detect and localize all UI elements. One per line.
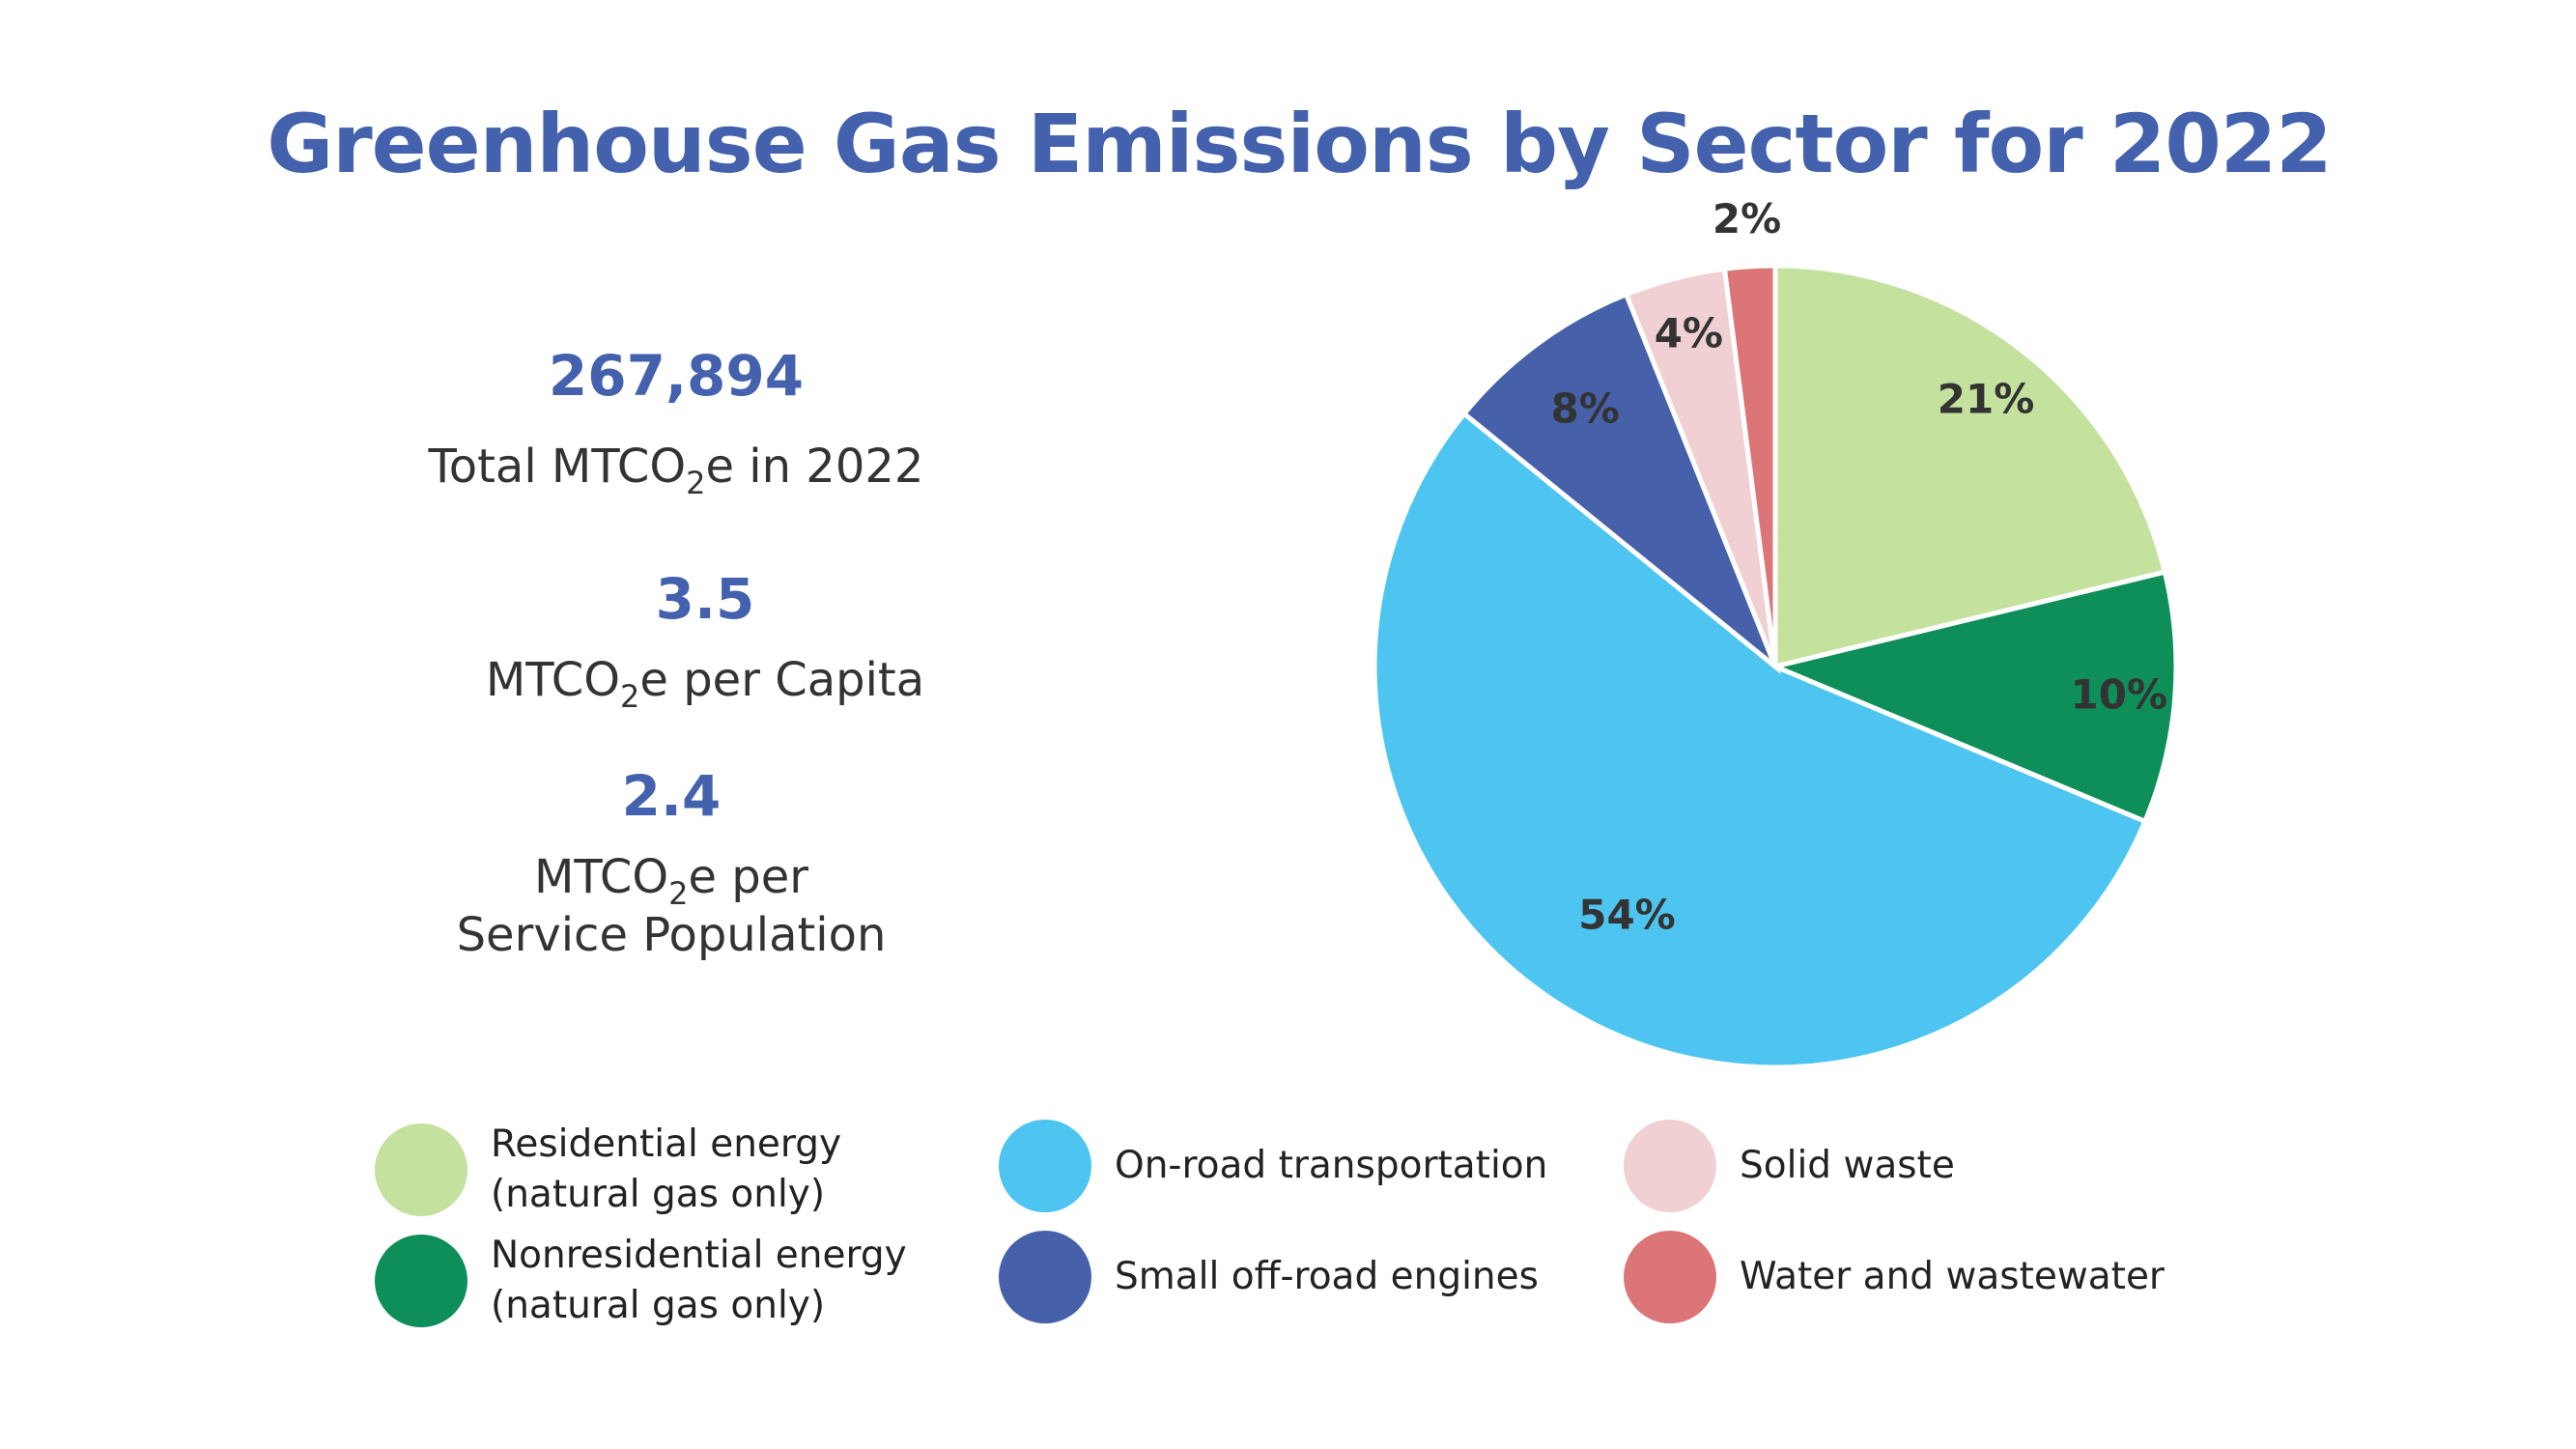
legend-swatch — [999, 1120, 1091, 1212]
stat-per-capita: 3.5 MTCO2e per Capita — [319, 566, 1091, 715]
legend-swatch — [375, 1235, 467, 1327]
data-label: 10% — [2071, 670, 2168, 718]
data-label: 21% — [1938, 376, 2035, 423]
stat-value: 2.4 — [621, 763, 722, 829]
data-label: 2% — [1713, 195, 1781, 242]
legend-item: Solid waste — [1624, 1120, 1955, 1212]
data-label: 4% — [1655, 310, 1723, 357]
legend-item: Nonresidential energy (natural gas only) — [375, 1231, 907, 1331]
stat-per-service-population: 2.4 MTCO2e per Service Population — [285, 763, 1058, 964]
pie-slice — [1460, 291, 1781, 675]
stat-desc: MTCO2e per Service Population — [456, 850, 887, 962]
legend-label: Residential energy (natural gas only) — [491, 1122, 842, 1216]
legend-swatch — [999, 1231, 1091, 1323]
legend-item: Water and wastewater — [1624, 1231, 2165, 1323]
legend-label: Nonresidential energy (natural gas only) — [491, 1234, 907, 1327]
data-label: 54% — [1578, 891, 1676, 938]
stat-value: 267,894 — [548, 343, 805, 409]
legend-item: Residential energy (natural gas only) — [375, 1120, 841, 1220]
stat-desc: MTCO2e per Capita — [485, 653, 925, 715]
chart-title: Greenhouse Gas Emissions by Sector for 2… — [267, 97, 2332, 191]
legend-item: On-road transportation — [999, 1120, 1547, 1212]
stat-value: 3.5 — [655, 566, 755, 632]
stat-total: 267,894 Total MTCO2e in 2022 — [290, 343, 1062, 501]
stat-desc: Total MTCO2e in 2022 — [428, 440, 924, 501]
legend-label: Solid waste — [1740, 1144, 1955, 1187]
data-label: 8% — [1550, 385, 1619, 433]
legend-label: On-road transportation — [1115, 1144, 1548, 1187]
legend-label: Small off-road engines — [1115, 1255, 1539, 1298]
legend-label: Water and wastewater — [1740, 1255, 2165, 1298]
legend-swatch — [1624, 1231, 1716, 1323]
pie-slice — [1768, 569, 2179, 825]
pie-slice — [1372, 410, 2149, 1070]
legend-swatch — [1624, 1120, 1716, 1212]
legend-swatch — [375, 1123, 467, 1216]
pie-slice — [1721, 263, 1778, 668]
legend-item: Small off-road engines — [999, 1231, 1539, 1323]
pie-slice — [1772, 263, 2168, 670]
